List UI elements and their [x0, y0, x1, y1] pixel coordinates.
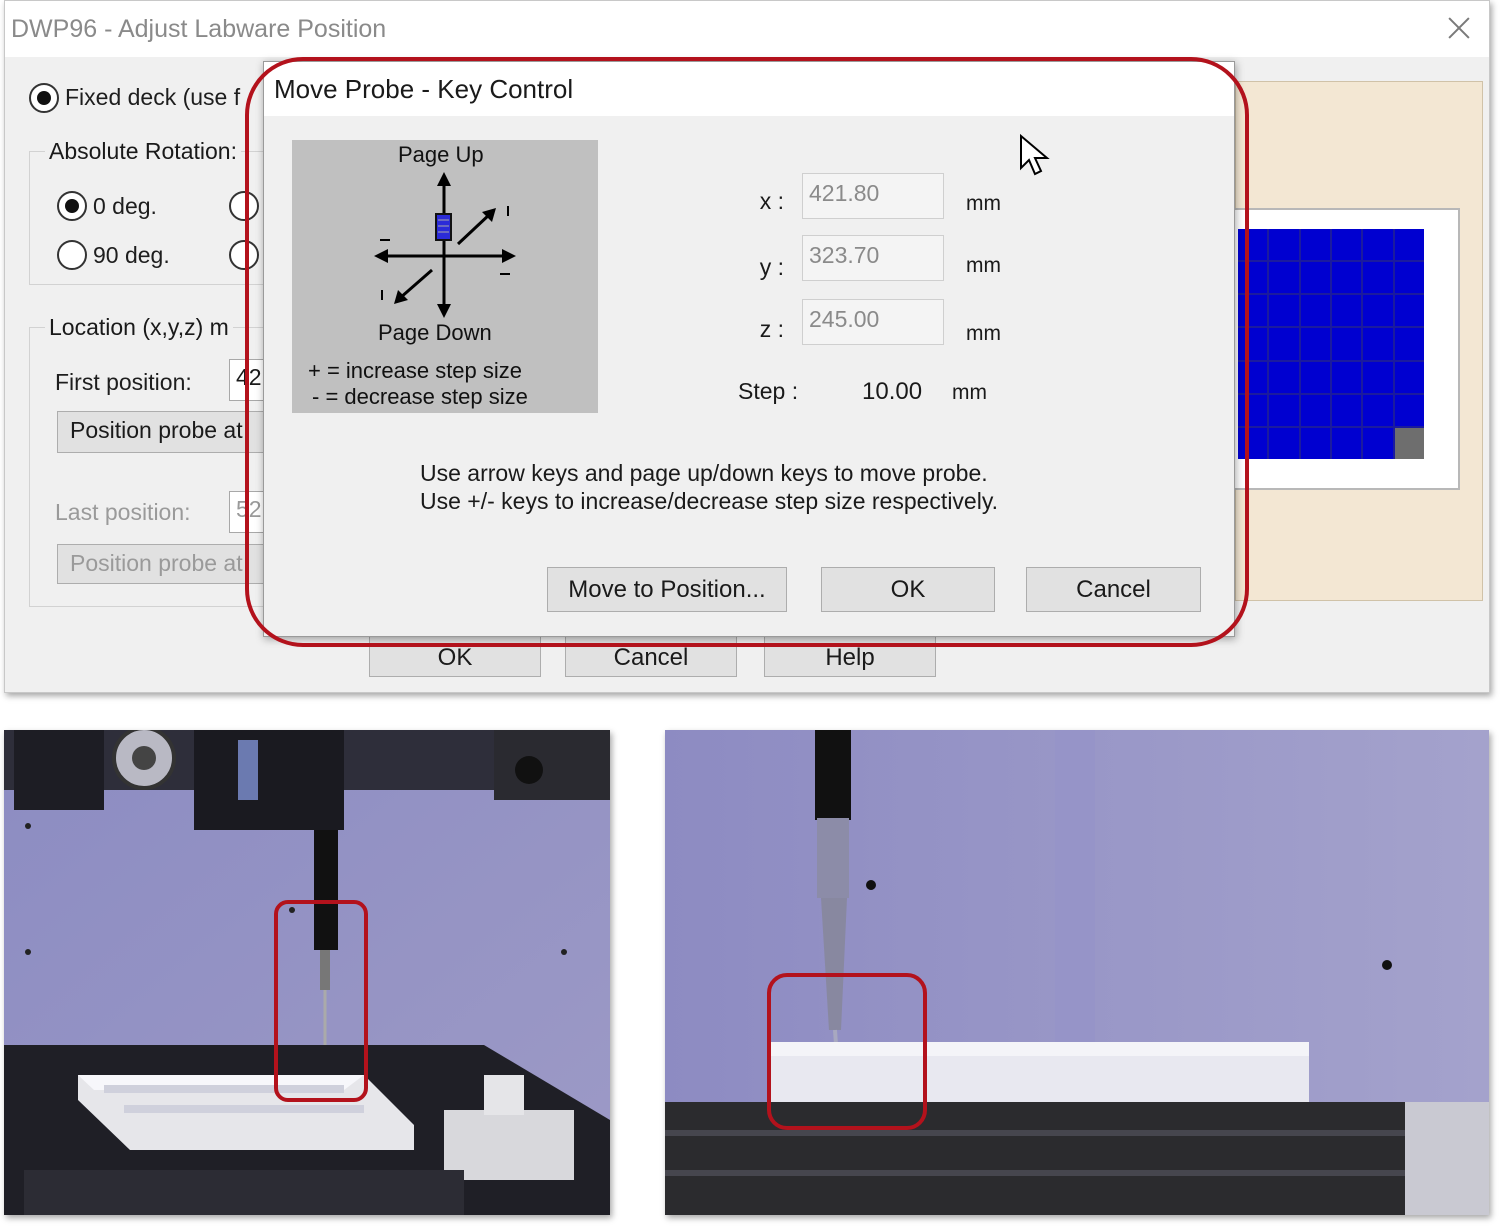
- plate-well: [1332, 361, 1362, 393]
- close-icon[interactable]: [1437, 7, 1481, 51]
- rotation-0-radio[interactable]: [57, 191, 87, 221]
- mouse-cursor-icon: [1020, 133, 1050, 176]
- z-label: z :: [759, 316, 784, 342]
- key-control-diagram: Page Up Page Down + = increase step size…: [292, 140, 598, 413]
- position-probe-last-button[interactable]: Position probe at: [57, 544, 289, 584]
- rotation-0-label: 0 deg.: [93, 193, 157, 219]
- rotation-90-radio[interactable]: [57, 240, 87, 270]
- plate-well: [1394, 229, 1424, 261]
- step-value: 10.00: [862, 378, 923, 405]
- plate-well: [1332, 328, 1362, 360]
- plate-well: [1300, 427, 1330, 459]
- window-title: DWP96 - Adjust Labware Position: [11, 15, 387, 43]
- plate-well: [1332, 229, 1362, 261]
- plate-well: [1363, 262, 1393, 294]
- increase-step-hint: + = increase step size: [308, 358, 523, 383]
- probe-highlight-box: [274, 900, 368, 1102]
- plate-well: [1238, 394, 1268, 426]
- plate-well: [1332, 427, 1362, 459]
- plate-well: [1269, 295, 1299, 327]
- plate-well: [1269, 229, 1299, 261]
- rotation-90-label: 90 deg.: [93, 242, 170, 268]
- dialog-ok-button[interactable]: OK: [821, 567, 995, 612]
- dialog-title: Move Probe - Key Control: [274, 74, 574, 104]
- location-label: Location (x,y,z) m: [45, 314, 233, 341]
- plate-well: [1363, 427, 1393, 459]
- plate-well: [1363, 229, 1393, 261]
- plate-well: [1300, 361, 1330, 393]
- last-position-label: Last position:: [55, 499, 191, 525]
- robot-deck-photo-image: [4, 730, 610, 1215]
- plate-well: [1238, 295, 1268, 327]
- robot-deck-photo: [4, 730, 610, 1215]
- plate-well: [1269, 394, 1299, 426]
- plate-well: [1394, 394, 1424, 426]
- plate-well: [1238, 427, 1268, 459]
- plate-well: [1394, 295, 1424, 327]
- rotation-180-radio[interactable]: [229, 191, 259, 221]
- fixed-deck-radio[interactable]: [29, 83, 59, 113]
- plate-well: [1363, 328, 1393, 360]
- plate-well: [1238, 361, 1268, 393]
- z-unit: mm: [966, 322, 1001, 345]
- instruction-line-1: Use arrow keys and page up/down keys to …: [420, 460, 988, 486]
- plate-well: [1300, 262, 1330, 294]
- decrease-step-hint: - = decrease step size: [312, 384, 528, 409]
- plate-well: [1332, 262, 1362, 294]
- instruction-line-2: Use +/- keys to increase/decrease step s…: [420, 488, 999, 514]
- probe-tip-highlight-box: [767, 973, 927, 1130]
- plate-well: [1394, 361, 1424, 393]
- plate-well: [1300, 394, 1330, 426]
- parent-cancel-button[interactable]: Cancel: [565, 629, 737, 677]
- x-label: x :: [759, 188, 784, 214]
- x-unit: mm: [966, 192, 1001, 215]
- z-field[interactable]: 245.00: [802, 299, 944, 345]
- plate-well: [1394, 427, 1424, 459]
- y-field[interactable]: 323.70: [802, 235, 944, 281]
- plate-well: [1363, 361, 1393, 393]
- parent-ok-button[interactable]: OK: [369, 629, 541, 677]
- plate-well: [1332, 295, 1362, 327]
- arrow-keys-icon: [374, 172, 516, 318]
- page-up-label: Page Up: [398, 142, 484, 167]
- plate-well: [1238, 229, 1268, 261]
- dialog-highlight-outline: [245, 57, 1249, 647]
- move-probe-dialog: Move Probe - Key Control: [263, 61, 1235, 637]
- probe-closeup-photo-image: [665, 730, 1489, 1215]
- step-unit: mm: [952, 381, 987, 404]
- plate-well: [1394, 262, 1424, 294]
- plate-well: [1269, 262, 1299, 294]
- plate-well: [1332, 394, 1362, 426]
- rotation-270-radio[interactable]: [229, 240, 259, 270]
- plate-well: [1300, 295, 1330, 327]
- first-position-label: First position:: [55, 369, 192, 395]
- y-label: y :: [759, 254, 784, 280]
- plate-well: [1300, 229, 1330, 261]
- plate-well: [1363, 295, 1393, 327]
- absolute-rotation-label: Absolute Rotation:: [45, 138, 241, 165]
- plate-well: [1269, 361, 1299, 393]
- dialog-cancel-button[interactable]: Cancel: [1026, 567, 1201, 612]
- instructions-text: Use arrow keys and page up/down keys to …: [420, 459, 998, 515]
- fixed-deck-label: Fixed deck (use f: [65, 84, 241, 110]
- plate-well: [1300, 328, 1330, 360]
- plate-well: [1238, 328, 1268, 360]
- plate-well: [1269, 328, 1299, 360]
- y-unit: mm: [966, 254, 1001, 277]
- window-titlebar: DWP96 - Adjust Labware Position: [5, 1, 1489, 57]
- position-probe-first-button[interactable]: Position probe at: [57, 411, 289, 453]
- probe-closeup-photo: [665, 730, 1489, 1215]
- plate-well-grid: [1238, 229, 1424, 459]
- plate-well: [1394, 328, 1424, 360]
- dialog-titlebar: Move Probe - Key Control: [264, 62, 1234, 116]
- plate-well: [1269, 427, 1299, 459]
- move-to-position-button[interactable]: Move to Position...: [547, 567, 787, 612]
- step-label: Step :: [738, 378, 799, 404]
- plate-well: [1363, 394, 1393, 426]
- page-down-label: Page Down: [378, 320, 492, 345]
- x-field[interactable]: 421.80: [802, 173, 944, 219]
- plate-well: [1238, 262, 1268, 294]
